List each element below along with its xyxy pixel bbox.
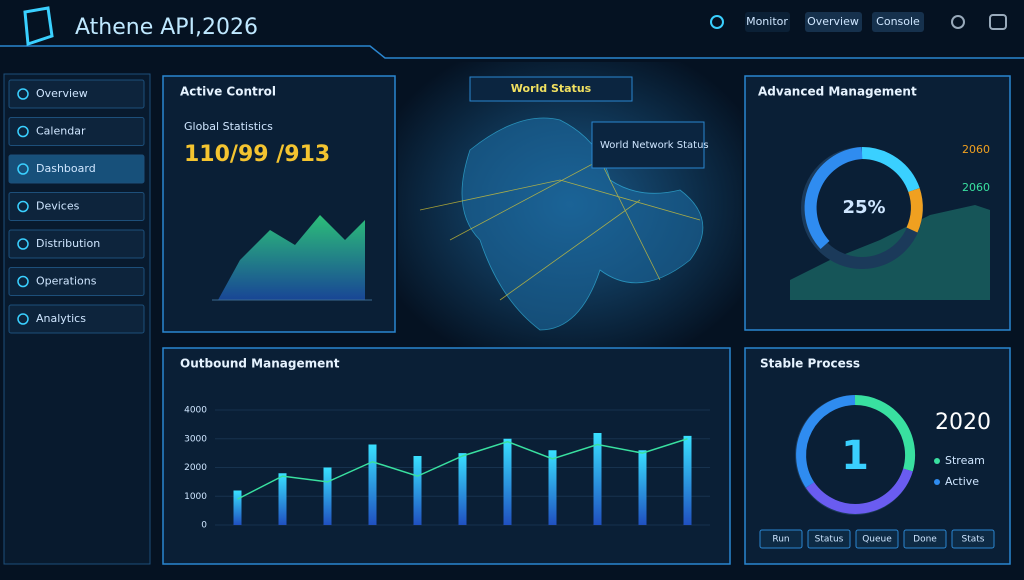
bar xyxy=(458,453,467,525)
tab[interactable] xyxy=(951,529,995,549)
menu-icon xyxy=(17,200,29,213)
y-tick-label: 1000 xyxy=(184,492,207,502)
panel xyxy=(162,347,731,565)
bar xyxy=(368,444,377,525)
legend-dot xyxy=(934,458,940,464)
bar xyxy=(233,490,242,525)
donut-center: 25% xyxy=(842,197,885,218)
y-tick-label: 3000 xyxy=(184,434,207,444)
menu-icon xyxy=(17,125,29,138)
bar xyxy=(548,450,557,525)
icon[interactable] xyxy=(989,14,1007,30)
menu-item[interactable] xyxy=(8,304,145,334)
bar xyxy=(323,467,332,525)
logo xyxy=(23,6,54,47)
y-tick-label: 0 xyxy=(201,521,207,531)
donut-arc xyxy=(906,188,923,233)
tab-label: Status xyxy=(815,535,844,545)
menu-icon xyxy=(17,275,29,288)
menu-label: Analytics xyxy=(36,312,86,325)
tab[interactable] xyxy=(807,529,851,549)
tab-label: Queue xyxy=(862,535,892,545)
menu-item[interactable] xyxy=(8,267,145,296)
menu-label: Dashboard xyxy=(36,162,96,175)
header-button-label: Overview xyxy=(807,15,859,28)
menu-label: Operations xyxy=(36,275,97,288)
big-number: 110/99 /913 xyxy=(184,142,330,167)
area-chart xyxy=(218,215,365,300)
menu-item[interactable] xyxy=(8,117,145,146)
bar xyxy=(503,438,512,525)
legend-label: Stream xyxy=(945,454,985,467)
tab[interactable] xyxy=(903,529,947,549)
menu-label: Devices xyxy=(36,200,80,213)
app-title: Athene API,2026 xyxy=(75,15,258,40)
menu-icon xyxy=(17,163,29,175)
legend-label: Active xyxy=(945,475,979,488)
panel-title: Advanced Management xyxy=(758,85,917,99)
menu-label: Distribution xyxy=(36,237,100,250)
bar xyxy=(683,435,692,525)
panel xyxy=(744,347,1011,565)
menu-label: Overview xyxy=(36,87,88,100)
donut-center: 1 xyxy=(841,433,869,479)
header-line xyxy=(0,45,1024,59)
tab-label: Stats xyxy=(962,535,985,545)
bar xyxy=(413,456,422,525)
y-tick-label: 2000 xyxy=(184,463,207,473)
menu-item[interactable] xyxy=(8,229,145,259)
map-label xyxy=(469,76,633,102)
donut-arc xyxy=(796,395,856,488)
panel-subtitle: Global Statistics xyxy=(184,120,273,133)
menu-icon xyxy=(17,313,29,325)
menu-label: Calendar xyxy=(36,125,86,138)
menu-item[interactable] xyxy=(8,154,145,184)
tab[interactable] xyxy=(759,529,803,549)
tab-label: Run xyxy=(772,535,789,545)
menu-icon xyxy=(17,238,29,250)
menu-icon xyxy=(17,88,29,100)
tab-label: Done xyxy=(913,535,937,545)
donut-arc xyxy=(854,394,916,472)
panel-title: Stable Process xyxy=(760,357,860,371)
panel-title: Outbound Management xyxy=(180,357,340,371)
line xyxy=(237,438,688,500)
tooltip-text: World Network Status xyxy=(600,140,709,151)
header-button-label: Monitor xyxy=(746,15,788,28)
menu-item[interactable] xyxy=(8,192,145,221)
legend-dot xyxy=(934,479,940,485)
continent xyxy=(461,117,704,331)
header-button[interactable] xyxy=(805,12,862,32)
stat: 2060 xyxy=(962,181,990,194)
panel-title: Active Control xyxy=(180,85,276,99)
icon[interactable] xyxy=(710,15,724,29)
tab[interactable] xyxy=(855,529,899,549)
bar xyxy=(593,433,602,525)
bar xyxy=(638,450,647,525)
header-button-label: Console xyxy=(876,15,920,28)
header-button[interactable] xyxy=(745,12,790,32)
map-title: World Status xyxy=(511,82,592,95)
year: 2020 xyxy=(935,410,991,435)
stat: 2060 xyxy=(962,143,990,156)
donut-arc xyxy=(804,147,863,250)
header-button[interactable] xyxy=(872,12,924,32)
bar xyxy=(278,473,287,525)
menu-item[interactable] xyxy=(8,79,145,109)
y-tick-label: 4000 xyxy=(184,406,207,416)
tooltip xyxy=(591,121,705,169)
icon[interactable] xyxy=(951,15,965,29)
donut-arc xyxy=(805,468,913,514)
donut-arc xyxy=(861,147,920,193)
